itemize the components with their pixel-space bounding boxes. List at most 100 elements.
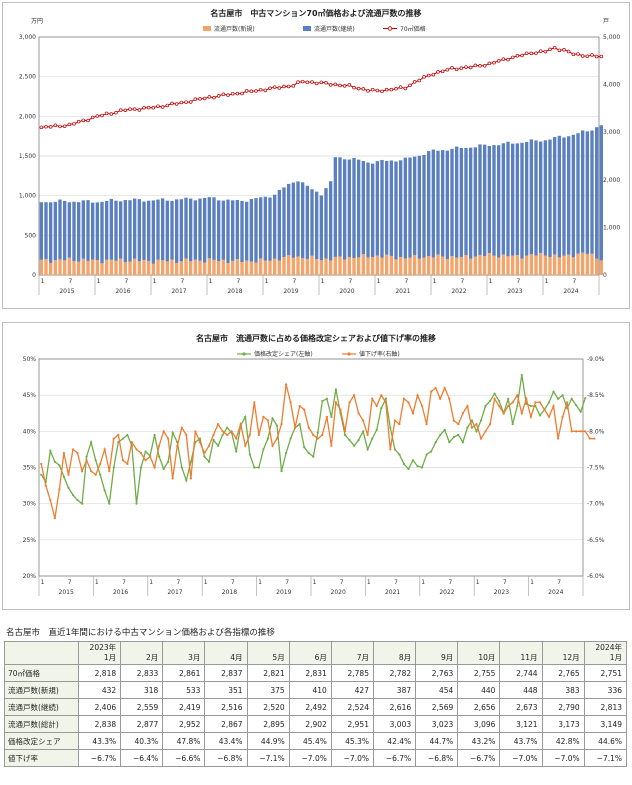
chart2-month-tick-label: 7 <box>557 579 561 586</box>
price-point <box>207 95 212 99</box>
table-row: 価格改定シェア 43.3% 40.3% 47.8% 43.4% 44.9% 45.4% 45.… <box>4 732 628 750</box>
revision-share-point <box>398 453 401 456</box>
price-cut-rate-point <box>547 415 551 418</box>
revision-share-point <box>434 441 437 444</box>
bar-new <box>422 257 426 275</box>
bar-new <box>216 261 221 275</box>
price-cut-rate-point <box>452 419 455 422</box>
table-header-cell: 11月 <box>499 641 543 665</box>
chart2-year-label: 2023 <box>494 589 509 596</box>
table-cell: 2,833 <box>120 664 164 682</box>
revision-share-point <box>384 397 387 400</box>
revision-share-point <box>94 459 97 462</box>
table-cell: 2,867 <box>204 715 248 733</box>
bar-continuing <box>342 159 347 260</box>
legend-swatch <box>303 26 311 31</box>
price-cut-rate-point <box>271 444 274 447</box>
bar-new <box>170 259 174 275</box>
revision-share-point <box>579 410 582 413</box>
price-point <box>132 107 137 111</box>
revision-share-point <box>479 419 483 422</box>
table-cell: 2,785 <box>330 664 374 682</box>
price-point <box>305 80 310 85</box>
table-cell: 2,751 <box>583 664 628 682</box>
chart2-right-tick-label: -9.0% <box>587 356 605 363</box>
revision-share-point <box>167 460 170 463</box>
price-cut-rate-point <box>53 517 56 520</box>
chart-title: 名古屋市 流通戸数に占める価格改定シェアおよび値下げ率の推移 <box>196 333 436 343</box>
price-point <box>436 70 440 74</box>
bar-new <box>501 254 506 275</box>
price-cut-rate-point <box>357 412 360 415</box>
price-cut-rate-point <box>76 451 79 455</box>
price-cut-rate-point <box>380 394 383 397</box>
table-row: 流通戸数(総計) 2,838 2,877 2,952 2,867 2,895 2,902 2,… <box>4 715 628 733</box>
price-cut-rate-point <box>343 430 347 433</box>
chart1-month-tick-label: 7 <box>181 278 185 285</box>
price-cut-rate-point <box>334 401 338 404</box>
price-point <box>459 66 464 70</box>
chart2-month-tick-label: 1 <box>258 579 262 586</box>
table-header-month: 9月 <box>440 653 454 662</box>
price-point <box>478 64 482 68</box>
chart2-month-tick-label: 7 <box>68 579 72 586</box>
chart2-month-tick-label: 7 <box>122 579 126 586</box>
bar-continuing <box>361 161 366 255</box>
price-cut-rate-point <box>203 451 206 455</box>
bar-continuing <box>384 160 389 255</box>
chart1-month-tick-label: 1 <box>489 278 493 285</box>
price-cut-rate-point <box>207 444 211 447</box>
bar-new <box>566 254 571 275</box>
price-line <box>41 47 602 128</box>
price-cut-rate-point <box>538 401 542 404</box>
price-revision-chart: 名古屋市 流通戸数に占める価格改定シェアおよび値下げ率の推移 20% 25% 30% 3… <box>23 333 605 596</box>
chart2-right-tick-label: -7.0% <box>587 501 605 508</box>
revision-share-point <box>185 479 188 482</box>
bar-new <box>398 256 403 275</box>
price-point <box>165 103 170 108</box>
table-cell: −6.6% <box>162 749 206 767</box>
table-cell: 2,838 <box>77 715 122 733</box>
price-point <box>557 48 562 53</box>
bar-new <box>487 252 492 275</box>
bar-new <box>356 257 361 275</box>
table-cell: 336 <box>583 681 628 699</box>
bar-new <box>268 260 272 275</box>
bar-continuing <box>496 145 501 258</box>
price-cut-rate-point <box>67 473 70 476</box>
bar-new <box>212 259 216 275</box>
table-cell: 2,524 <box>330 698 374 716</box>
price-point <box>375 88 380 93</box>
chart1-left-tick-label: 1,000 <box>19 193 36 200</box>
bar-continuing <box>557 135 562 258</box>
price-point <box>333 82 338 87</box>
price-cut-rate-point <box>221 430 224 433</box>
price-cut-rate-point <box>325 415 328 418</box>
bar-continuing <box>366 162 370 258</box>
price-point <box>86 118 90 123</box>
bar-continuing <box>137 199 142 262</box>
price-cut-rate-point <box>339 408 342 411</box>
price-point <box>282 84 286 89</box>
chart1-month-tick-label: 1 <box>153 278 157 285</box>
revision-share-point <box>235 450 238 453</box>
price-point <box>389 87 394 92</box>
table-cell: 2,763 <box>415 664 459 682</box>
chart2-left-tick-label: 20% <box>23 573 37 580</box>
bar-continuing <box>347 159 352 257</box>
bar-continuing <box>352 158 356 258</box>
bar-continuing <box>263 196 268 261</box>
bar-new <box>380 257 384 275</box>
price-point <box>394 87 398 91</box>
price-point <box>216 94 221 98</box>
bar-continuing <box>585 131 590 254</box>
bar-new <box>450 256 454 275</box>
price-cut-rate-point <box>180 426 183 429</box>
table-header-month: 12月 <box>562 653 580 662</box>
bar-new <box>174 262 179 275</box>
bar-new <box>137 261 142 275</box>
bar-continuing <box>114 200 118 261</box>
revision-share-point <box>575 404 578 407</box>
revision-share-point <box>520 373 523 377</box>
revision-share-point <box>316 431 319 434</box>
